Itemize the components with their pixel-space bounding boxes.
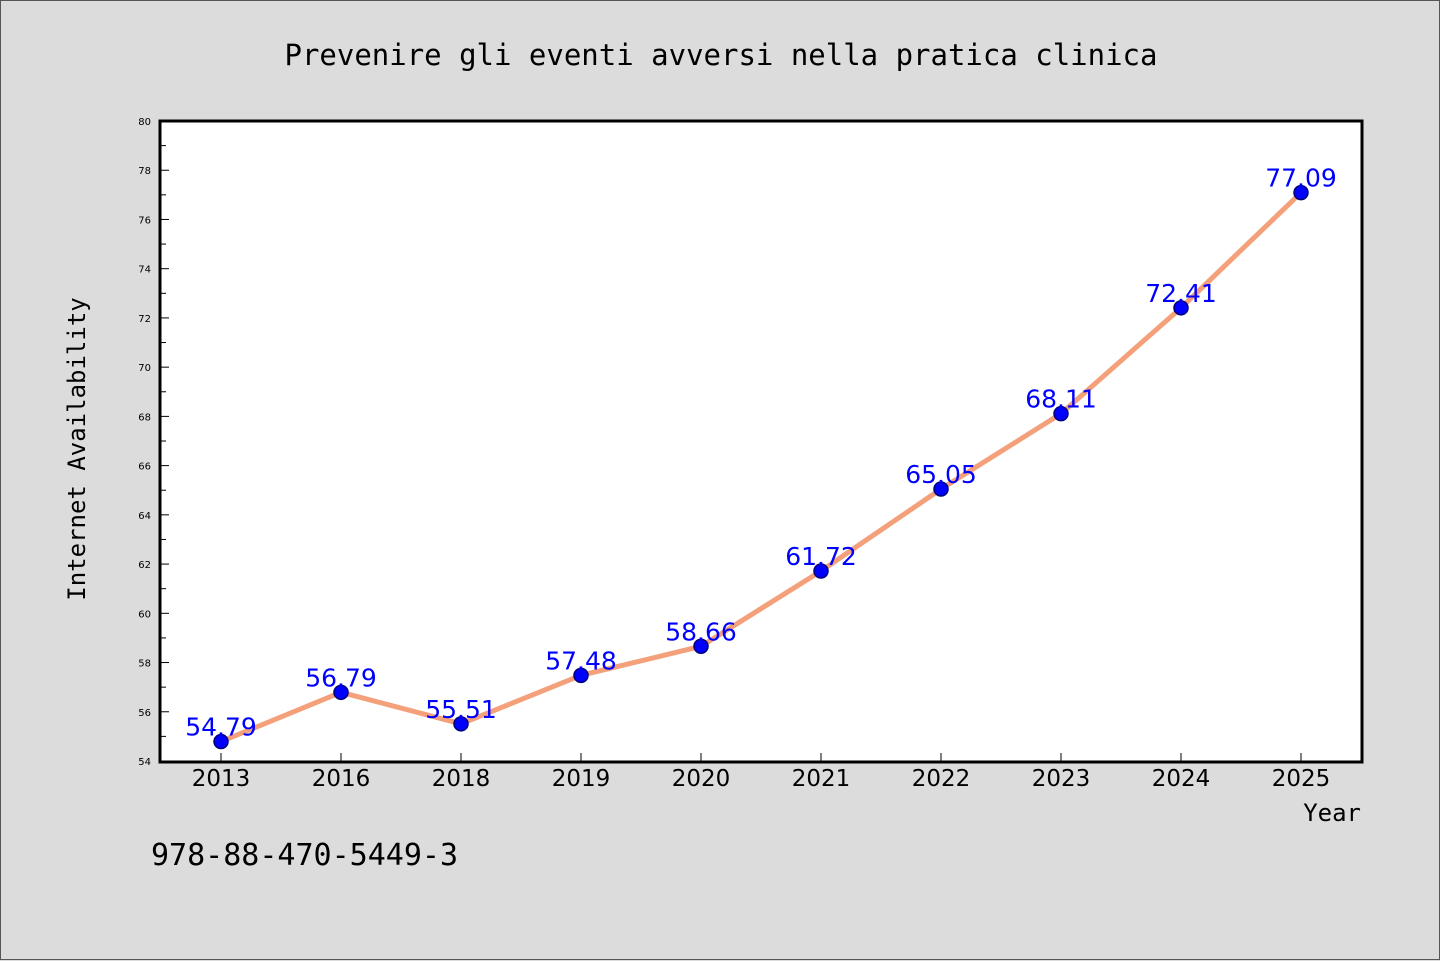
- y-tick-label: 64: [138, 511, 151, 522]
- data-label: 72.41: [1145, 279, 1217, 308]
- data-label: 77.09: [1265, 164, 1337, 193]
- data-label: 61.72: [785, 542, 857, 571]
- data-point: [1053, 405, 1069, 422]
- data-point: [573, 667, 589, 684]
- y-tick-label: 74: [138, 265, 151, 276]
- y-axis-title: Internet Availability: [63, 297, 91, 600]
- y-axis-ticks: 54 56 58 60 62 64 66 68 70 72 74 76 78 80: [138, 117, 169, 768]
- y-tick-label: 78: [138, 166, 151, 177]
- x-tick-label: 2013: [192, 766, 251, 792]
- y-tick-label: 56: [138, 708, 151, 719]
- plot-area: [158, 119, 1364, 764]
- y-tick-label: 60: [138, 609, 151, 620]
- data-point: [1293, 184, 1309, 201]
- x-tick-label: 2018: [432, 766, 491, 792]
- y-tick-label: 62: [138, 560, 151, 571]
- data-label: 57.48: [545, 646, 617, 675]
- data-point: [1173, 300, 1189, 316]
- y-tick-label: 66: [138, 462, 151, 473]
- data-point: [213, 733, 229, 750]
- data-label: 54.79: [185, 713, 257, 742]
- x-tick-label: 2025: [1272, 766, 1331, 792]
- data-labels: 54.79 56.79 55.51 57.48 58.66 61.72 65.05 68.11…: [185, 164, 1337, 742]
- data-point: [693, 638, 709, 655]
- data-point: [813, 563, 829, 579]
- data-point: [333, 684, 349, 701]
- data-point: [933, 481, 949, 497]
- data-label: 56.79: [305, 663, 377, 692]
- y-tick-label: 70: [138, 363, 151, 374]
- y-tick-label: 76: [138, 215, 151, 226]
- x-axis-title: Year: [1303, 799, 1361, 827]
- x-tick-label: 2022: [912, 766, 971, 792]
- y-tick-label: 80: [138, 117, 151, 128]
- data-label: 55.51: [425, 695, 497, 724]
- y-tick-label: 72: [138, 314, 151, 325]
- x-axis-ticks: 2013 2016 2018 2019 2020 2021 2022 2023 2024 2025: [192, 753, 1331, 792]
- y-tick-label: 54: [138, 757, 151, 768]
- data-point: [453, 716, 469, 732]
- x-tick-label: 2019: [552, 766, 611, 792]
- x-tick-label: 2016: [312, 766, 371, 792]
- series-line: [218, 190, 1304, 745]
- x-tick-label: 2024: [1152, 766, 1211, 792]
- y-tick-label: 58: [138, 659, 151, 670]
- chart-title: Prevenire gli eventi avversi nella prati…: [285, 38, 1158, 72]
- data-label: 68.11: [1025, 385, 1097, 414]
- x-tick-label: 2021: [792, 766, 851, 792]
- data-label: 65.05: [905, 460, 977, 489]
- x-tick-label: 2023: [1032, 766, 1091, 792]
- data-markers: [213, 184, 1309, 750]
- isbn-text: 978-88-470-5449-3: [151, 838, 458, 873]
- x-tick-label: 2020: [672, 766, 731, 792]
- y-tick-label: 68: [138, 412, 151, 423]
- data-label: 58.66: [665, 617, 737, 646]
